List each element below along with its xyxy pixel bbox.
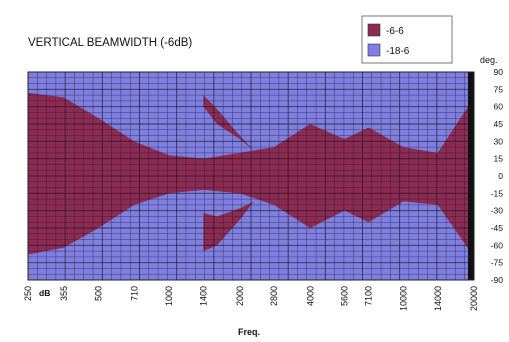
x-tick-label: 14000 <box>433 286 443 311</box>
x-tick-label: 710 <box>129 286 139 301</box>
y-tick-label: 90 <box>494 67 504 77</box>
high-frequency-edge <box>468 72 474 280</box>
legend-label-2: -18-6 <box>386 46 410 57</box>
y-tick-label: -45 <box>491 223 504 233</box>
y-axis-unit-label: deg. <box>480 55 498 65</box>
y-tick-label: -75 <box>491 258 504 268</box>
y-tick-label: 75 <box>494 84 504 94</box>
x-axis-label: Freq. <box>238 327 260 337</box>
y-tick-label: 30 <box>494 136 504 146</box>
chart-title: VERTICAL BEAMWIDTH (-6dB) <box>28 37 192 49</box>
y-axis-ticks: 90 75 60 45 30 15 0 -15 -30 -45 -60 -75 -90 <box>491 67 504 285</box>
x-tick-label: 20000 <box>469 286 479 311</box>
y-tick-label: -15 <box>491 188 504 198</box>
legend-label-1: -6-6 <box>386 26 404 37</box>
x-axis-ticks: 250 355 500 710 1000 1400 2000 2800 4000 5600 7100… <box>23 286 479 311</box>
x-tick-label: 500 <box>94 286 104 301</box>
x-tick-label: 2000 <box>235 286 245 306</box>
x-tick-label: 355 <box>59 286 69 301</box>
legend: -6-6 -18-6 <box>361 15 453 64</box>
legend-swatch-1 <box>367 23 381 37</box>
y-tick-label: -30 <box>491 206 504 216</box>
x-tick-label: 1000 <box>164 286 174 306</box>
y-tick-label: -90 <box>491 275 504 285</box>
x-tick-label: 1400 <box>198 286 208 306</box>
y-tick-label: 15 <box>494 154 504 164</box>
x-tick-label: 5600 <box>340 286 350 306</box>
x-tick-label: 4000 <box>305 286 315 306</box>
x-tick-label: 250 <box>23 286 33 301</box>
series-lobe-1 <box>203 95 254 151</box>
plot-border <box>27 71 475 281</box>
y-tick-label: -60 <box>491 240 504 250</box>
legend-swatch-2 <box>367 43 381 57</box>
x-tick-label: 2800 <box>269 286 279 306</box>
y-tick-label: 0 <box>498 171 503 181</box>
y-tick-label: 45 <box>494 119 504 129</box>
series-lobe-2 <box>203 201 254 252</box>
x-tick-label: 10000 <box>399 286 409 311</box>
x-axis-unit-label: dB <box>39 288 50 298</box>
x-tick-label: 7100 <box>364 286 374 306</box>
y-tick-label: 60 <box>494 102 504 112</box>
